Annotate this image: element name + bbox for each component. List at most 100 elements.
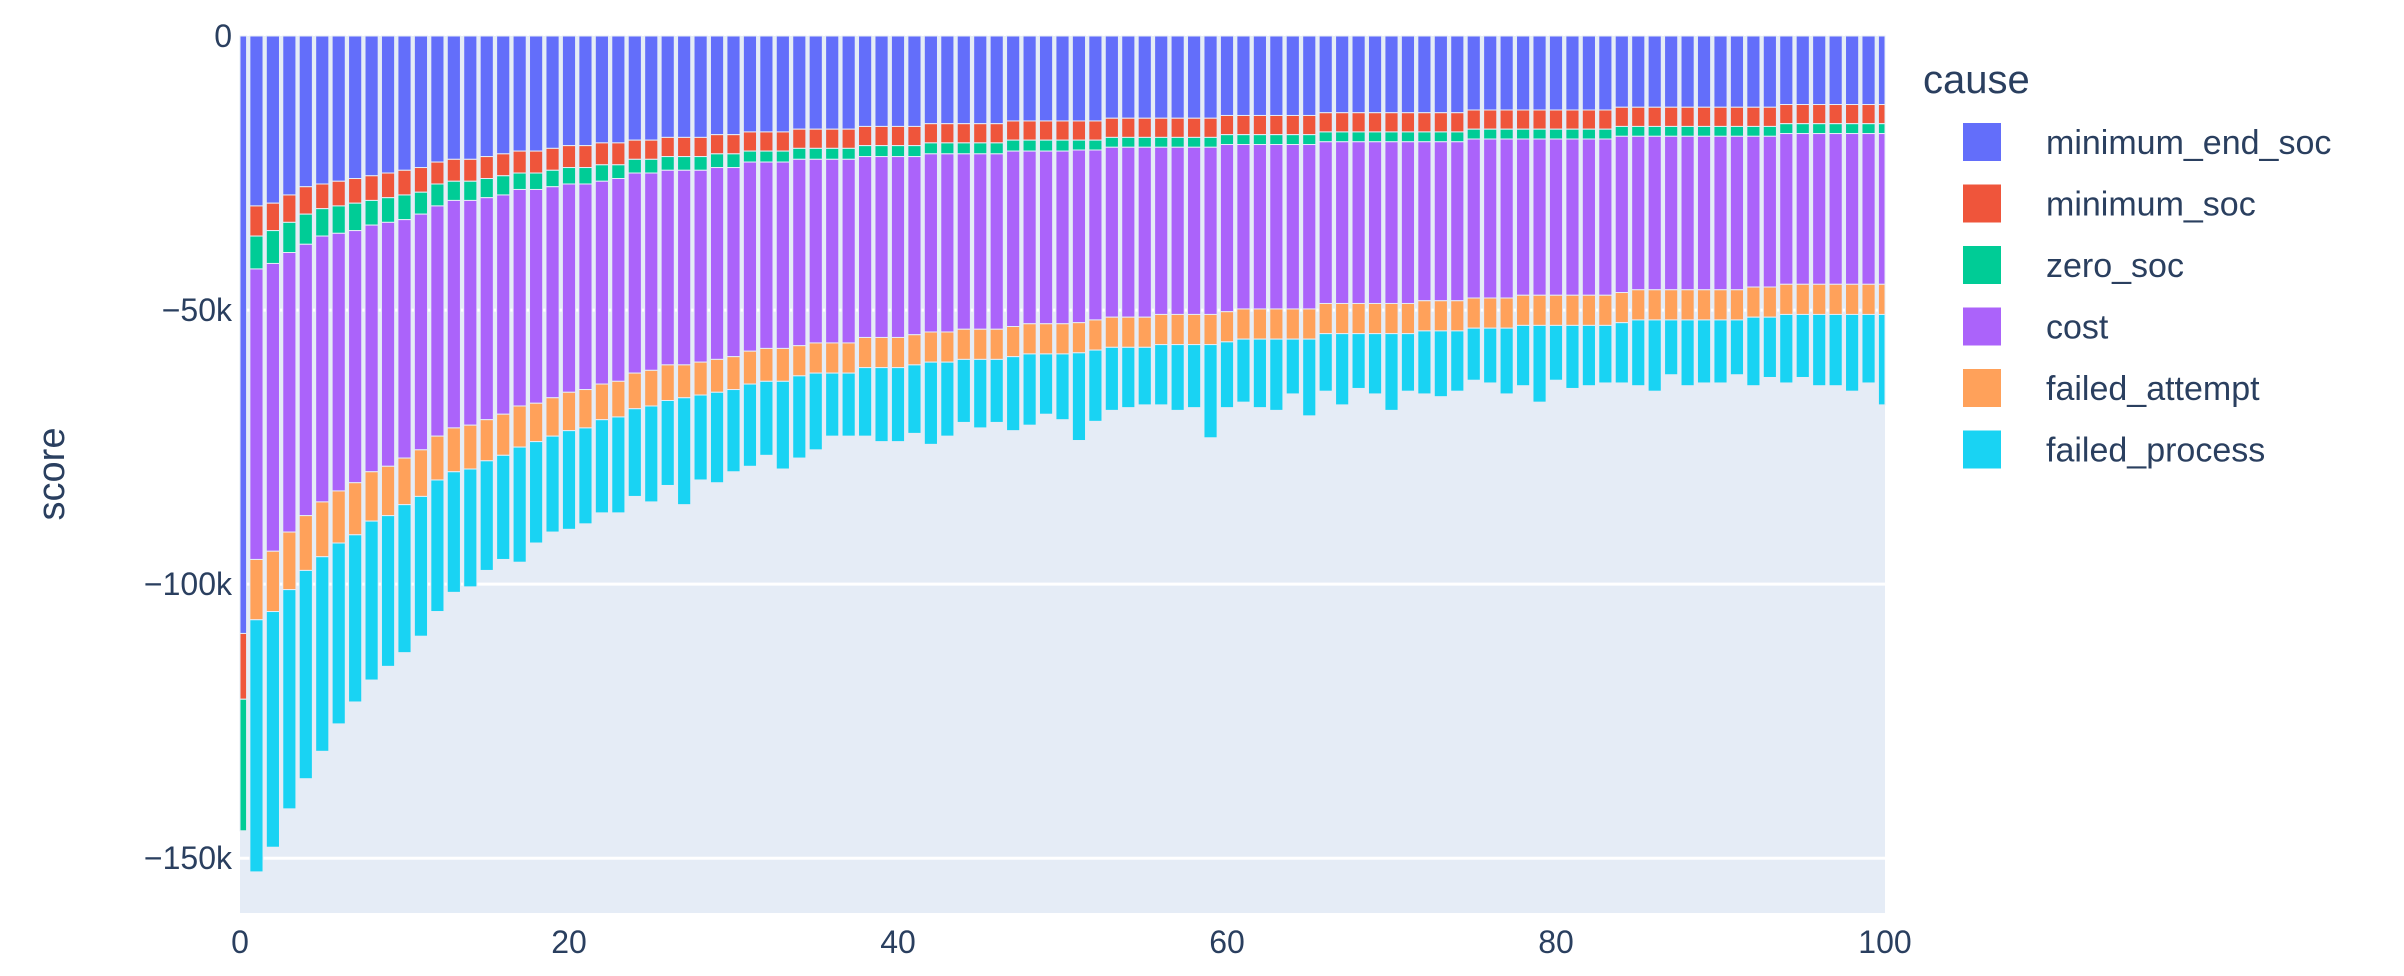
bar-zero_soc [1680, 125, 1695, 137]
bar-zero_soc [627, 158, 642, 174]
bar-failed_attempt [1598, 294, 1613, 326]
bar-failed_process [1269, 338, 1284, 411]
bar-minimum_soc [890, 125, 906, 147]
bar-failed_process [1417, 330, 1432, 395]
bar-minimum_soc [1006, 120, 1021, 141]
bar-zero_soc [858, 145, 873, 158]
bar-failed_process [446, 471, 461, 593]
bar-cost [496, 194, 511, 415]
bar-failed_attempt [1187, 313, 1202, 346]
bar-failed_process [1154, 344, 1169, 406]
bar-zero_soc [1877, 123, 1886, 135]
bar-minimum_end_soc [1071, 35, 1087, 122]
bar-failed_process [808, 372, 823, 451]
bar-failed_process [1335, 333, 1350, 406]
legend-label-zero_soc: zero_soc [2046, 247, 2184, 285]
bar-failed_process [1121, 346, 1136, 409]
bar-minimum_soc [496, 153, 511, 177]
bar-minimum_soc [1680, 106, 1695, 127]
bar-cost [874, 156, 889, 338]
bar-minimum_soc [1483, 109, 1498, 130]
bar-cost [1812, 133, 1827, 285]
bar-minimum_end_soc [1581, 35, 1596, 111]
bar-cost [627, 172, 642, 374]
bar-cost [644, 172, 659, 371]
bar-zero_soc [808, 147, 823, 160]
bar-cost [1104, 146, 1119, 318]
bar-failed_attempt [1154, 313, 1169, 346]
bar-minimum_end_soc [1088, 35, 1103, 122]
bar-minimum_soc [239, 632, 248, 700]
bar-minimum_end_soc [1121, 35, 1136, 119]
bar-minimum_end_soc [1417, 35, 1432, 114]
bar-zero_soc [792, 147, 807, 160]
bar-failed_process [1384, 333, 1399, 411]
bar-failed_process [1713, 319, 1728, 384]
x-tick-label: 80 [1538, 924, 1574, 960]
bar-minimum_end_soc [265, 35, 280, 204]
bar-zero_soc [874, 145, 889, 158]
bar-failed_attempt [825, 342, 840, 374]
bar-cost [1121, 146, 1136, 318]
bar-minimum_soc [627, 139, 642, 160]
bar-zero_soc [1071, 139, 1087, 151]
bar-minimum_end_soc [1598, 35, 1613, 111]
bar-failed_process [1779, 313, 1794, 384]
bar-minimum_end_soc [1664, 35, 1679, 108]
bar-minimum_soc [1631, 106, 1646, 127]
bar-failed_process [1680, 319, 1695, 387]
bar-cost [380, 221, 396, 467]
bar-zero_soc [1713, 125, 1728, 137]
bar-zero_soc [1318, 131, 1333, 143]
bar-zero_soc [1302, 134, 1317, 146]
bar-minimum_soc [644, 139, 659, 160]
bar-minimum_end_soc [1499, 35, 1514, 111]
bar-cost [1154, 146, 1169, 315]
bar-minimum_soc [413, 167, 429, 193]
bar-minimum_end_soc [529, 35, 544, 152]
bar-failed_attempt [529, 402, 544, 443]
bar-minimum_soc [956, 123, 971, 144]
bar-minimum_end_soc [940, 35, 955, 125]
bar-minimum_end_soc [380, 35, 396, 174]
bar-failed_process [1647, 319, 1662, 392]
bar-failed_process [1071, 352, 1087, 442]
bar-failed_process [1236, 338, 1251, 403]
bar-cost [759, 161, 774, 349]
x-tick-label: 0 [231, 924, 249, 960]
bar-failed_attempt [1400, 302, 1416, 335]
bar-failed_attempt [1384, 302, 1399, 335]
bar-failed_attempt [1121, 316, 1136, 348]
bar-failed_attempt [1696, 289, 1712, 321]
bar-zero_soc [1861, 123, 1876, 135]
bar-cost [413, 213, 429, 451]
bar-failed_process [644, 405, 659, 503]
bar-zero_soc [1729, 125, 1745, 137]
bar-cost [989, 153, 1004, 330]
bar-failed_attempt [1269, 308, 1284, 340]
bar-failed_process [1845, 313, 1860, 392]
bar-failed_process [1252, 338, 1267, 409]
bar-zero_soc [265, 230, 280, 264]
bar-failed_process [1548, 324, 1564, 381]
bar-minimum_soc [1121, 117, 1136, 138]
bar-failed_attempt [1828, 283, 1843, 315]
bar-minimum_soc [1433, 112, 1448, 133]
bar-zero_soc [1417, 131, 1432, 143]
bar-failed_attempt [775, 347, 790, 382]
bar-minimum_end_soc [1170, 35, 1185, 119]
bar-zero_soc [594, 164, 609, 182]
bar-zero_soc [1762, 125, 1777, 137]
bar-failed_process [1861, 313, 1876, 384]
bar-zero_soc [1400, 131, 1416, 143]
bar-cost [446, 199, 461, 429]
bar-failed_process [1532, 324, 1547, 403]
bar-minimum_soc [594, 142, 609, 166]
bar-failed_attempt [792, 345, 807, 377]
bar-failed_process [759, 380, 774, 456]
bar-cost [660, 169, 675, 366]
bar-minimum_soc [1614, 106, 1629, 127]
bar-minimum_soc [1762, 106, 1777, 127]
bar-cost [1022, 150, 1037, 325]
bar-zero_soc [709, 153, 725, 169]
